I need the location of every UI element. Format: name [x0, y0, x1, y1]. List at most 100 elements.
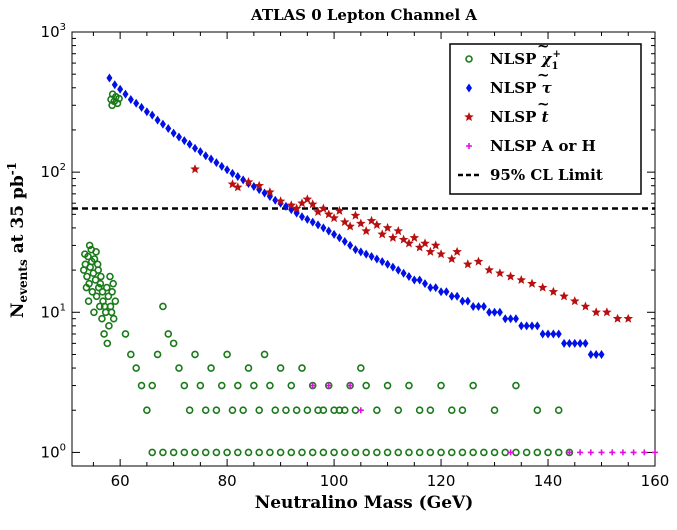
data-point: [427, 283, 434, 293]
data-point: [502, 314, 509, 324]
data-point: [213, 158, 220, 168]
y-tick-label: 100: [41, 442, 66, 461]
data-point: [132, 364, 140, 372]
data-point: [544, 448, 552, 457]
data-point: [366, 215, 377, 225]
data-point: [447, 406, 456, 415]
axis-ticks-layer: 60 80 100 120 140 160 100 101 102 103: [41, 22, 670, 490]
legend-tilde: ~: [537, 95, 550, 113]
data-point: [282, 406, 290, 415]
data-point: [170, 128, 177, 138]
data-point: [533, 406, 542, 415]
data-point: [522, 448, 531, 457]
series-group: [79, 90, 574, 457]
data-point: [212, 448, 221, 457]
x-tick-label: 60: [111, 472, 130, 490]
data-point: [447, 448, 456, 457]
data-point: [201, 406, 210, 415]
data-point: [302, 194, 313, 204]
points-layer: [79, 73, 658, 457]
data-point: [98, 314, 106, 323]
legend-marker: [464, 112, 474, 122]
data-point: [243, 177, 254, 187]
data-point: [234, 381, 242, 390]
data-point: [341, 236, 348, 246]
data-point: [106, 73, 113, 83]
data-point: [159, 119, 166, 129]
data-point: [336, 233, 343, 243]
data-point: [98, 288, 107, 296]
data-point: [377, 229, 387, 239]
data-point: [276, 364, 285, 372]
data-point: [331, 229, 338, 239]
data-point: [217, 381, 226, 390]
data-point: [379, 257, 386, 267]
data-point: [291, 203, 302, 213]
data-point: [436, 249, 446, 259]
x-tick-label: 100: [320, 472, 349, 490]
data-point: [534, 321, 541, 331]
data-point: [612, 313, 623, 323]
data-point: [100, 330, 108, 338]
data-point: [109, 279, 117, 288]
data-point: [96, 302, 104, 311]
data-point: [319, 406, 328, 415]
data-point: [373, 406, 381, 415]
data-point: [372, 219, 382, 229]
data-point: [154, 115, 161, 125]
data-point: [458, 406, 467, 415]
data-point: [224, 165, 231, 175]
y-tick-label: 102: [41, 162, 66, 181]
data-point: [223, 448, 231, 457]
data-point: [108, 288, 116, 296]
data-point: [516, 274, 527, 285]
data-point: [190, 164, 200, 174]
legend-marker: [465, 55, 473, 63]
data-point: [619, 449, 626, 456]
data-point: [137, 381, 146, 390]
data-point: [92, 248, 100, 256]
data-point: [298, 448, 306, 457]
data-point: [416, 275, 423, 285]
data-point: [469, 381, 477, 390]
data-point: [109, 314, 118, 323]
data-point: [228, 406, 237, 415]
data-point: [88, 288, 97, 296]
y-tick-label: 101: [41, 302, 66, 321]
data-point: [383, 448, 392, 457]
data-point: [202, 151, 209, 161]
data-point: [186, 139, 193, 149]
data-point: [85, 241, 94, 250]
data-point: [437, 448, 445, 457]
data-point: [555, 329, 562, 339]
data-point: [309, 382, 316, 389]
data-point: [580, 301, 591, 311]
data-point: [94, 266, 103, 274]
data-point: [559, 291, 569, 301]
legend-label: 95% CL Limit: [490, 166, 603, 184]
data-point: [368, 252, 375, 262]
data-point: [394, 448, 403, 457]
data-point: [356, 218, 366, 228]
data-point: [587, 449, 594, 456]
data-point: [265, 187, 275, 197]
data-point: [561, 338, 568, 348]
data-point: [409, 232, 420, 242]
data-point: [518, 321, 525, 331]
data-point: [373, 448, 381, 457]
data-point: [345, 221, 355, 231]
data-point: [587, 349, 594, 359]
legend-tilde: ~: [537, 37, 550, 55]
data-point: [318, 203, 329, 213]
data-point: [138, 102, 145, 112]
series-group: [190, 164, 634, 323]
data-point: [233, 182, 243, 192]
data-point: [373, 254, 380, 264]
legend-label: NLSP t: [490, 108, 549, 126]
data-point: [175, 364, 183, 372]
data-point: [175, 132, 182, 142]
data-point: [227, 179, 238, 189]
data-point: [400, 268, 407, 278]
data-point: [201, 448, 210, 457]
